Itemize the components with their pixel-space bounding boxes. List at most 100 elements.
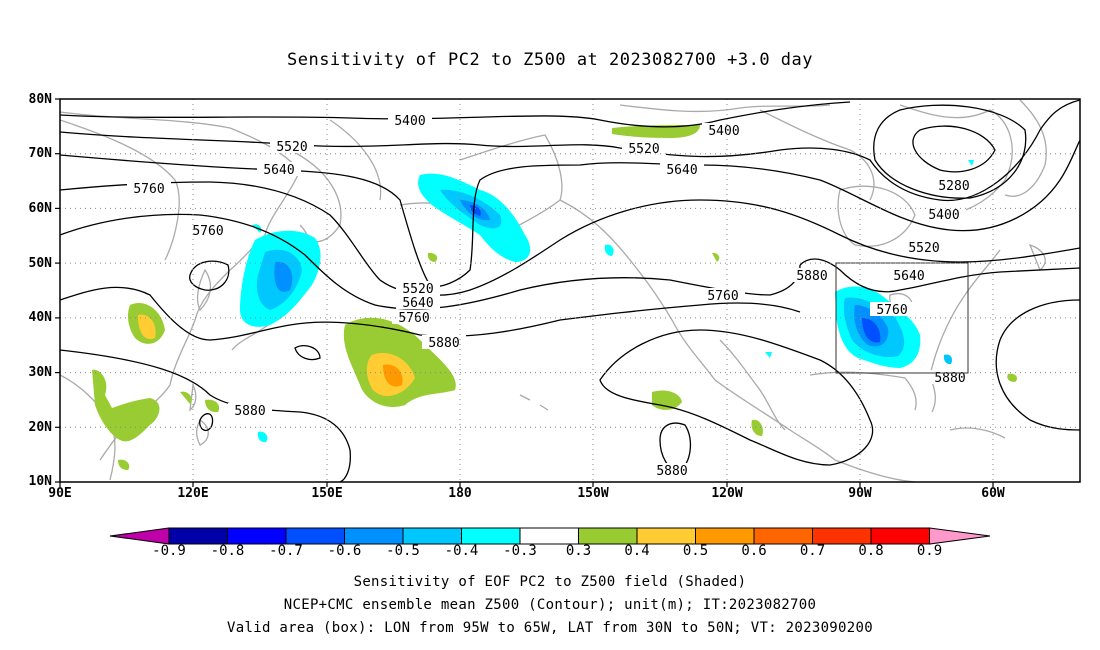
- colorbar-label: 0.4: [624, 543, 650, 559]
- contour-label: 5760: [701, 288, 745, 304]
- contour-label: 5880: [228, 403, 272, 419]
- lon-tick-label: 150W: [577, 486, 609, 501]
- lon-tick-label: 90W: [848, 486, 872, 501]
- gridlines: [60, 99, 1080, 482]
- colorbar-cell: [929, 527, 991, 545]
- contour-label: 5880: [422, 335, 466, 351]
- svg-text:5760: 5760: [398, 311, 429, 326]
- svg-text:5520: 5520: [276, 140, 307, 155]
- contour-label: 5520: [622, 141, 666, 157]
- colorbar-label: 0.9: [916, 543, 943, 559]
- svg-text:5760: 5760: [707, 289, 738, 304]
- lon-tick-label: 120W: [711, 486, 743, 501]
- colorbar-label: -0.9: [152, 543, 186, 559]
- contour-label: 5760: [870, 302, 914, 318]
- axis-ticks: [55, 98, 994, 487]
- svg-text:5640: 5640: [263, 163, 294, 178]
- colorbar-cell: [344, 527, 404, 545]
- colorbar-label: 0.5: [682, 543, 709, 559]
- contour-label: 5760: [127, 181, 171, 197]
- lat-tick-label: 80N: [28, 92, 52, 107]
- svg-text:5520: 5520: [908, 241, 939, 256]
- svg-text:5880: 5880: [796, 269, 827, 284]
- colorbar-label: -0.3: [503, 543, 537, 559]
- svg-text:5400: 5400: [928, 208, 959, 223]
- svg-text:5400: 5400: [708, 124, 739, 139]
- contour-label: 5400: [922, 207, 966, 223]
- colorbar-label: -0.8: [210, 543, 245, 559]
- contour-label: 5760: [186, 223, 230, 239]
- lat-tick-label: 10N: [28, 474, 52, 489]
- svg-text:5880: 5880: [934, 371, 965, 386]
- colorbar-cell: [402, 527, 462, 545]
- contour-label: 5640: [887, 268, 931, 284]
- colorbar-cell: [168, 527, 228, 545]
- lat-tick-label: 20N: [28, 420, 52, 435]
- svg-text:5520: 5520: [628, 142, 659, 157]
- caption-line: Valid area (box): LON from 95W to 65W, L…: [227, 620, 873, 636]
- lat-tick-label: 60N: [28, 201, 52, 216]
- colorbar-cell: [812, 527, 872, 545]
- svg-text:5880: 5880: [656, 464, 687, 479]
- svg-text:5880: 5880: [428, 336, 459, 351]
- colorbar-cell: [461, 527, 521, 545]
- colorbar-label: 0.3: [565, 543, 592, 559]
- colorbar-label: 0.6: [741, 543, 767, 559]
- svg-text:5760: 5760: [876, 303, 907, 318]
- caption-line: NCEP+CMC ensemble mean Z500 (Contour); u…: [283, 597, 817, 613]
- colorbar: [109, 527, 991, 545]
- colorbar-cell: [636, 527, 696, 545]
- contour-label: 5640: [660, 162, 704, 178]
- lon-tick-label: 90E: [48, 486, 72, 501]
- colorbar-cell: [519, 527, 579, 545]
- lat-tick-label: 40N: [28, 310, 52, 325]
- contour-label: 5640: [257, 162, 301, 178]
- sensitivity-shading: [92, 125, 1018, 470]
- colorbar-label: 0.7: [799, 543, 826, 559]
- contour-label: 5400: [388, 113, 432, 129]
- svg-text:5640: 5640: [402, 296, 433, 311]
- colorbar-label: -0.7: [269, 543, 303, 559]
- lat-tick-label: 70N: [28, 146, 52, 161]
- colorbar-cell: [753, 527, 813, 545]
- colorbar-cell: [285, 527, 345, 545]
- svg-text:5280: 5280: [938, 179, 969, 194]
- colorbar-label: -0.6: [327, 543, 362, 559]
- contour-label: 5280: [932, 178, 976, 194]
- caption-line: Sensitivity of EOF PC2 to Z500 field (Sh…: [353, 574, 747, 590]
- svg-text:5520: 5520: [402, 282, 433, 297]
- colorbar-cell: [695, 527, 755, 545]
- lon-tick-label: 150E: [311, 486, 343, 501]
- contour-label: 5640: [396, 295, 440, 311]
- colorbar-label: 0.8: [858, 543, 884, 559]
- svg-text:5760: 5760: [192, 224, 223, 239]
- svg-text:5880: 5880: [234, 404, 265, 419]
- colorbar-cell: [578, 527, 638, 545]
- z500-contours: [60, 99, 1080, 482]
- lon-tick-label: 60W: [981, 486, 1005, 501]
- contour-label: 5520: [396, 281, 440, 297]
- svg-text:5640: 5640: [893, 269, 924, 284]
- lon-tick-label: 180: [448, 486, 472, 501]
- contour-label: 5520: [902, 240, 946, 256]
- colorbar-cell: [227, 527, 287, 545]
- map-title: Sensitivity of PC2 to Z500 at 2023082700…: [286, 50, 813, 70]
- lon-tick-label: 120E: [177, 486, 209, 501]
- lat-tick-label: 50N: [28, 256, 52, 271]
- map-frame: [59, 98, 1081, 483]
- svg-text:5640: 5640: [666, 163, 697, 178]
- lat-tick-label: 30N: [28, 365, 52, 380]
- colorbar-cell: [870, 527, 930, 545]
- contour-label: 5880: [650, 463, 694, 479]
- contour-label-group: 5400 5400 5520 5520 5640 5640 5760 5760 …: [127, 113, 976, 479]
- contour-label: 5520: [270, 139, 314, 155]
- contour-label: 5760: [392, 310, 436, 326]
- svg-text:5760: 5760: [133, 182, 164, 197]
- colorbar-label: -0.4: [444, 543, 479, 559]
- colorbar-label: -0.5: [386, 543, 420, 559]
- contour-label: 5880: [790, 268, 834, 284]
- colorbar-cell: [109, 527, 170, 545]
- svg-text:5400: 5400: [394, 114, 425, 129]
- contour-label: 5400: [702, 123, 746, 139]
